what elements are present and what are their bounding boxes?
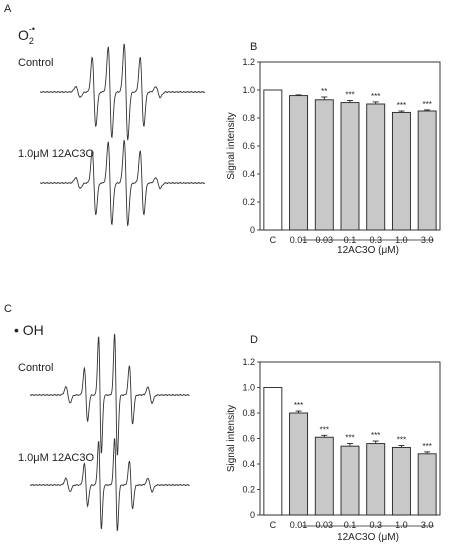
significance-marker: ***	[371, 431, 380, 440]
x-axis-label-d: 12AC3O (μM)	[337, 532, 399, 543]
y-axis-label-b: Signal intensity	[226, 112, 237, 179]
x-axis-label-b: 12AC3O (μM)	[337, 245, 399, 256]
y-tick-label: 0.8	[242, 408, 255, 418]
significance-marker: ***	[345, 91, 354, 100]
treated-label-a: 1.0μM 12AC3O	[18, 148, 94, 160]
radical-label-c: • OH	[14, 322, 44, 338]
radical-superscript: -•	[29, 24, 35, 34]
x-tick-label: 0.01	[290, 235, 308, 245]
bar-chart-b: B 00.20.40.60.81.01.2 ** *** ****** *** C 0.…	[226, 41, 441, 256]
y-tick-label: 0.2	[242, 485, 255, 495]
y-tick-label: 1.2	[242, 357, 255, 367]
significance-marker: ***	[422, 442, 431, 451]
radical-label-a: O2 -•	[18, 24, 35, 46]
y-tick-label: 0.8	[242, 113, 255, 123]
x-tick-label: 3.0	[421, 520, 434, 530]
x-tick-label: 0.03	[316, 520, 334, 530]
y-ticks-d: 0 0.2 0.4 0.6 0.8 1.0 1.2	[242, 357, 260, 520]
esr-spectrum-control-c	[30, 333, 190, 456]
y-tick-label: 0.6	[242, 434, 255, 444]
bar	[391, 111, 411, 231]
bar	[417, 110, 437, 231]
panel-letter-c: C	[4, 303, 12, 315]
significance-marker: ***	[371, 92, 380, 101]
y-tick-label: 0	[250, 510, 255, 520]
esr-spectrum-treated-a	[39, 139, 206, 227]
radical-symbol: O	[18, 27, 29, 43]
bar-chart-d: D 00.20.40.60.81.01.2 ********* *** ******…	[226, 334, 441, 543]
bar	[263, 89, 283, 231]
bar	[263, 387, 283, 516]
panel-letter-a: A	[4, 3, 12, 15]
bar	[366, 103, 386, 231]
panel-a: A O2 -• Control 1.0μM 12AC3O	[4, 3, 206, 227]
y-axis-label-d: Signal intensity	[226, 405, 237, 472]
x-tick-label: 1.0	[395, 520, 408, 530]
x-ticks-d: C 0.01 0.03 0.1 0.3 1.0 3.0	[270, 520, 434, 530]
y-tick-label: 0.2	[242, 197, 255, 207]
bars-b: ** *** ****** ***	[263, 87, 437, 231]
x-tick-label: 0.1	[344, 520, 357, 530]
esr-spectrum-control-a	[39, 43, 206, 141]
bar	[314, 436, 334, 516]
bar	[314, 99, 334, 231]
y-tick-label: 0.6	[242, 141, 255, 151]
bar	[366, 443, 386, 516]
significance-marker: ***	[397, 101, 406, 110]
bars-d: *** *** *** *** *** ***	[263, 387, 437, 516]
bar	[289, 412, 309, 516]
x-tick-label: C	[270, 520, 277, 530]
radical-subscript: 2	[29, 36, 34, 46]
x-tick-label: C	[270, 235, 277, 245]
bar	[289, 95, 309, 231]
significance-marker: ***	[320, 425, 329, 434]
y-tick-label: 1.0	[242, 383, 255, 393]
y-tick-label: 1.0	[242, 85, 255, 95]
bar	[340, 445, 360, 516]
bar	[391, 446, 411, 516]
esr-spectrum-treated-c	[30, 437, 190, 532]
significance-marker: ***	[345, 434, 354, 443]
control-label-a: Control	[18, 57, 53, 69]
y-tick-label: 1.2	[242, 57, 255, 67]
y-tick-label: 0.4	[242, 169, 255, 179]
significance-marker: ***	[397, 436, 406, 445]
significance-marker: ***	[294, 401, 303, 410]
panel-c: C • OH Control 1.0μM 12AC3O	[4, 303, 190, 532]
y-tick-label: 0	[250, 225, 255, 235]
x-tick-label: 0.01	[290, 520, 308, 530]
x-tick-label: 0.3	[369, 520, 382, 530]
bar	[417, 453, 437, 516]
control-label-c: Control	[18, 362, 53, 374]
significance-marker: ***	[422, 100, 431, 109]
treated-label-c: 1.0μM 12AC3O	[18, 452, 94, 464]
y-tick-label: 0.4	[242, 459, 255, 469]
panel-letter-d: D	[250, 334, 258, 346]
panel-letter-b: B	[250, 41, 257, 53]
significance-marker: **	[321, 87, 327, 96]
y-ticks-b: 0 0.2 0.4 0.6 0.8 1.0 1.2	[242, 57, 260, 235]
bar	[340, 102, 360, 231]
